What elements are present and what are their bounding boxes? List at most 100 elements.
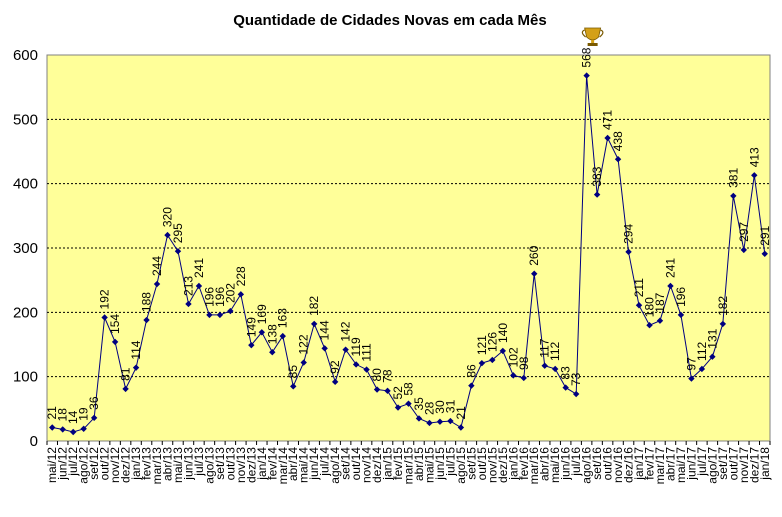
- data-point: [248, 341, 255, 349]
- x-tick-label: mai/16: [548, 447, 562, 483]
- data-point: [510, 372, 517, 379]
- data-point: [300, 359, 307, 366]
- x-tick-label: dez/14: [370, 447, 384, 483]
- data-point: [751, 172, 758, 179]
- data-point: [216, 311, 224, 319]
- x-tick-label: set/12: [87, 447, 101, 480]
- x-tick-label: jan/13: [129, 447, 143, 481]
- data-point: [478, 359, 486, 367]
- data-label: 31: [443, 399, 457, 413]
- y-tick-label: 300: [13, 240, 38, 257]
- data-point: [132, 364, 140, 371]
- data-point: [447, 417, 454, 425]
- data-label: 196: [674, 287, 688, 307]
- x-tick-label: dez/17: [747, 447, 761, 483]
- x-tick-label: dez/15: [496, 447, 510, 483]
- data-label: 138: [265, 324, 279, 344]
- data-label: 381: [726, 168, 740, 188]
- data-label: 241: [663, 258, 677, 278]
- data-label: 241: [192, 258, 206, 278]
- data-label: 294: [622, 224, 636, 244]
- data-label: 211: [632, 278, 646, 297]
- x-tick-label: abr/16: [538, 447, 552, 481]
- x-tick-label: mar/14: [276, 447, 290, 485]
- data-label: 154: [108, 314, 122, 334]
- data-label: 383: [590, 166, 604, 186]
- x-tick-label: jul/13: [192, 447, 206, 477]
- trophy-cup: [584, 27, 602, 41]
- x-tick-label: set/17: [716, 447, 730, 480]
- x-tick-label: mar/15: [402, 447, 416, 485]
- data-label: 228: [234, 266, 248, 286]
- data-point: [111, 338, 119, 346]
- data-point: [457, 424, 465, 431]
- x-tick-label: nov/15: [485, 447, 499, 483]
- data-label: 202: [223, 283, 237, 303]
- data-label: 187: [653, 292, 667, 312]
- data-label: 80: [370, 368, 384, 382]
- data-label: 112: [695, 341, 709, 360]
- x-tick-label: jun/14: [307, 447, 321, 481]
- x-tick-label: abr/14: [286, 447, 300, 481]
- data-point: [310, 320, 318, 328]
- data-point: [373, 386, 381, 393]
- x-tick-label: jun/13: [181, 447, 195, 481]
- data-label: 188: [140, 292, 154, 312]
- x-tick-label: jul/12: [66, 447, 80, 477]
- data-label: 86: [464, 364, 478, 378]
- trophy-handle-right: [599, 29, 604, 38]
- chart-title: Quantidade de Cidades Novas em cada Mês: [233, 12, 546, 29]
- data-point: [384, 387, 391, 395]
- data-label: 102: [506, 347, 520, 367]
- x-tick-label: out/16: [601, 447, 615, 481]
- data-point: [237, 291, 245, 298]
- data-point: [290, 383, 297, 390]
- data-point: [174, 248, 182, 255]
- data-point: [164, 231, 171, 239]
- x-tick-label: jan/17: [632, 447, 646, 481]
- data-point: [143, 316, 150, 324]
- data-point: [69, 428, 77, 436]
- data-label: 83: [559, 366, 573, 380]
- data-point: [405, 400, 412, 407]
- data-point: [258, 329, 266, 336]
- data-label: 121: [475, 335, 489, 355]
- data-label: 119: [349, 337, 363, 356]
- data-label: 58: [402, 382, 416, 396]
- data-label: 320: [161, 207, 175, 227]
- x-tick-label: jul/17: [695, 447, 709, 477]
- x-tick-label: out/13: [223, 447, 237, 481]
- data-label: 297: [737, 222, 751, 242]
- data-label: 19: [77, 407, 91, 421]
- data-label: 21: [45, 406, 59, 420]
- y-tick-label: 200: [13, 304, 38, 321]
- data-point: [551, 365, 559, 373]
- data-label: 182: [716, 296, 730, 316]
- y-tick-label: 0: [30, 433, 38, 450]
- data-label: 85: [286, 365, 300, 379]
- x-tick-label: abr/15: [412, 447, 426, 481]
- data-label: 149: [244, 317, 258, 337]
- x-tick-label: mar/13: [150, 447, 164, 485]
- data-point: [656, 317, 664, 324]
- data-point: [363, 366, 370, 373]
- x-tick-label: nov/12: [108, 447, 122, 483]
- x-tick-label: mai/12: [45, 447, 59, 483]
- data-label: 98: [517, 356, 531, 370]
- x-tick-label: jun/16: [559, 447, 573, 481]
- data-point: [122, 385, 129, 393]
- data-label: 163: [276, 308, 290, 328]
- data-point: [709, 353, 716, 360]
- x-tick-label: nov/14: [360, 447, 374, 483]
- y-tick-label: 100: [13, 369, 38, 386]
- y-tick-label: 500: [13, 111, 38, 128]
- data-label: 14: [66, 410, 80, 424]
- data-label: 180: [643, 297, 657, 317]
- x-tick-label: jul/14: [318, 447, 332, 477]
- x-tick-label: mai/13: [171, 447, 185, 483]
- trophy-base: [587, 43, 598, 46]
- x-tick-label: nov/17: [737, 447, 751, 483]
- y-axis: 0 100 200 300 400 500 600: [13, 47, 38, 450]
